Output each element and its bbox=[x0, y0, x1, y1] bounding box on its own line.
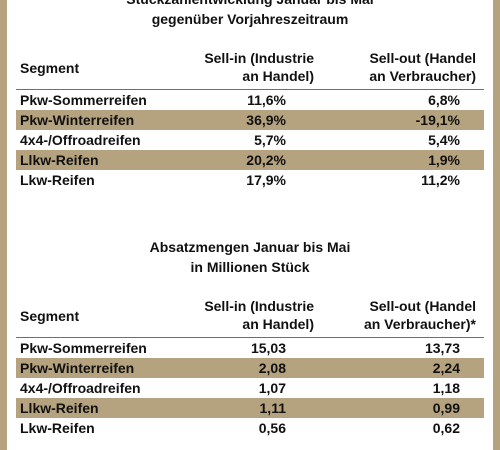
cell-sellin: 15,03 bbox=[250, 340, 286, 356]
cell-segment: 4x4-/Offroadreifen bbox=[20, 132, 141, 148]
header-sellin: Sell-in (Industrie an Handel) bbox=[164, 297, 314, 333]
header-segment: Segment bbox=[20, 308, 80, 324]
cell-sellout: 2,24 bbox=[432, 360, 460, 376]
table-row: Llkw-Reifen 1,11 0,99 bbox=[16, 398, 484, 418]
table-header: Segment Sell-in (Industrie an Handel) Se… bbox=[16, 295, 484, 335]
table-row: Pkw-Sommerreifen 15,03 13,73 bbox=[16, 338, 484, 358]
header-divider bbox=[16, 337, 484, 338]
header-sellout-line2: an Verbraucher) bbox=[369, 68, 476, 84]
cell-sellin: 1,07 bbox=[258, 380, 286, 396]
table-row: 4x4-/Offroadreifen 1,07 1,18 bbox=[16, 378, 484, 398]
header-sellout: Sell-out (Handel an Verbraucher)* bbox=[326, 297, 476, 333]
cell-segment: 4x4-/Offroadreifen bbox=[20, 380, 141, 396]
cell-sellout: -19,1% bbox=[415, 112, 460, 128]
cell-sellout: 1,9% bbox=[428, 152, 460, 168]
header-divider bbox=[16, 89, 484, 90]
cell-sellout: 0,99 bbox=[432, 400, 460, 416]
cell-segment: Lkw-Reifen bbox=[20, 420, 95, 436]
cell-sellin: 0,56 bbox=[258, 420, 286, 436]
cell-segment: Lkw-Reifen bbox=[20, 172, 95, 188]
table-title-line2: in Millionen Stück bbox=[190, 259, 310, 275]
cell-sellout: 6,8% bbox=[428, 92, 460, 108]
cell-sellin: 36,9% bbox=[246, 112, 286, 128]
table-row: 4x4-/Offroadreifen 5,7% 5,4% bbox=[16, 130, 484, 150]
cell-segment: Pkw-Winterreifen bbox=[20, 112, 135, 128]
header-sellin-line1: Sell-in (Industrie bbox=[204, 50, 314, 66]
table-row: Pkw-Sommerreifen 11,6% 6,8% bbox=[16, 90, 484, 110]
cell-sellin: 11,6% bbox=[247, 92, 286, 108]
cell-sellout: 0,62 bbox=[432, 420, 460, 436]
table-units-change: Stückzahlentwicklung Januar bis Mai gege… bbox=[16, 0, 484, 190]
table-title-line2: gegenüber Vorjahreszeitraum bbox=[151, 11, 349, 27]
header-segment: Segment bbox=[20, 60, 80, 76]
cell-sellout: 5,4% bbox=[428, 132, 460, 148]
cell-segment: Llkw-Reifen bbox=[20, 152, 99, 168]
cell-sellin: 20,2% bbox=[246, 152, 286, 168]
cell-sellout: 1,18 bbox=[432, 380, 460, 396]
cell-sellout: 11,2% bbox=[421, 172, 460, 188]
header-sellout-line1: Sell-out (Handel bbox=[369, 50, 476, 66]
cell-sellin: 5,7% bbox=[254, 132, 286, 148]
header-sellout-line2: an Verbraucher)* bbox=[363, 316, 476, 332]
cell-sellin: 2,08 bbox=[258, 360, 286, 376]
table-row: Llkw-Reifen 20,2% 1,9% bbox=[16, 150, 484, 170]
table-header: Segment Sell-in (Industrie an Handel) Se… bbox=[16, 47, 484, 87]
header-sellin-line2: an Handel) bbox=[242, 68, 314, 84]
header-sellin-line1: Sell-in (Industrie bbox=[204, 298, 314, 314]
cell-segment: Pkw-Winterreifen bbox=[20, 360, 135, 376]
cell-sellin: 17,9% bbox=[246, 172, 286, 188]
header-sellout-line1: Sell-out (Handel bbox=[369, 298, 476, 314]
header-sellin: Sell-in (Industrie an Handel) bbox=[164, 49, 314, 85]
table-sales-volume: Absatzmengen Januar bis Mai in Millionen… bbox=[16, 237, 484, 438]
header-sellin-line2: an Handel) bbox=[242, 316, 314, 332]
table-title-line1: Stückzahlentwicklung Januar bis Mai bbox=[16, 0, 484, 9]
table-row: Pkw-Winterreifen 36,9% -19,1% bbox=[16, 110, 484, 130]
header-sellout: Sell-out (Handel an Verbraucher) bbox=[326, 49, 476, 85]
table-row: Pkw-Winterreifen 2,08 2,24 bbox=[16, 358, 484, 378]
cell-segment: Pkw-Sommerreifen bbox=[20, 340, 147, 356]
cell-segment: Llkw-Reifen bbox=[20, 400, 99, 416]
cell-sellout: 13,73 bbox=[424, 340, 460, 356]
cell-segment: Pkw-Sommerreifen bbox=[20, 92, 147, 108]
table-title-line1: Absatzmengen Januar bis Mai bbox=[149, 239, 351, 255]
cell-sellin: 1,11 bbox=[259, 400, 286, 416]
table-row: Lkw-Reifen 0,56 0,62 bbox=[16, 418, 484, 438]
table-row: Lkw-Reifen 17,9% 11,2% bbox=[16, 170, 484, 190]
